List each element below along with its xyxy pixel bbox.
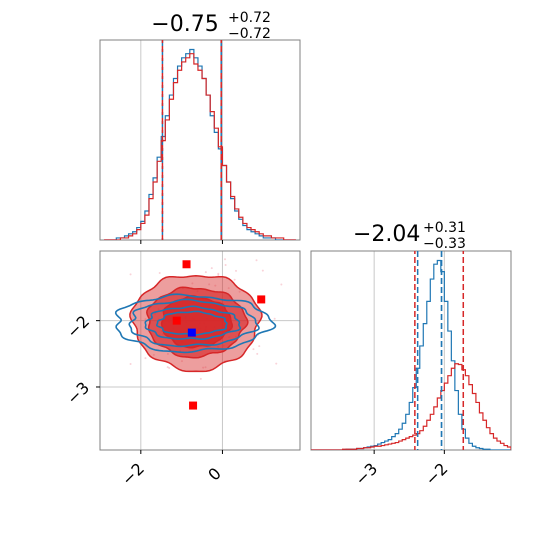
contour-blue-2 <box>144 305 242 340</box>
p2-xtick-label-1: 0 <box>204 464 225 485</box>
scatter-point <box>224 258 227 261</box>
scatter-point <box>204 271 207 274</box>
scatter-point <box>280 283 283 286</box>
scatter-point <box>255 259 258 262</box>
title-param1-value: −0.75 <box>151 12 218 37</box>
contour-blue-0 <box>114 293 277 354</box>
scatter-point <box>210 267 213 270</box>
scatter-point <box>202 366 205 369</box>
scatter-point <box>261 269 264 272</box>
p1-frame <box>99 39 301 241</box>
scatter-point <box>273 317 276 320</box>
scatter-point <box>144 357 147 360</box>
title-param1-upper: +0.72 <box>228 10 271 26</box>
p2-content <box>114 229 332 410</box>
scatter-point <box>180 360 183 363</box>
scatter-point <box>129 362 132 365</box>
scatter-point <box>275 362 278 365</box>
p3-hist-red <box>311 363 511 450</box>
marker-blue <box>187 328 196 337</box>
scatter-point <box>199 377 202 380</box>
scatter-point <box>227 287 230 290</box>
p1-lines <box>104 40 296 240</box>
title-param2-lower: −0.33 <box>423 236 466 252</box>
scatter-point <box>166 352 169 355</box>
marker-red-1 <box>257 295 266 304</box>
scatter-point <box>166 366 169 369</box>
scatter-point <box>217 272 220 275</box>
contour-blue-1 <box>128 298 260 348</box>
p2-xtick-label-0: −2 <box>118 459 148 489</box>
marker-red-0 <box>182 260 191 269</box>
scatter-point <box>168 366 171 369</box>
scatter-point <box>224 263 227 266</box>
scatter-contour-panel: −2 0 −2 −3 <box>63 229 332 489</box>
title-param2-upper: +0.31 <box>423 220 466 236</box>
scatter-point <box>191 282 194 285</box>
scatter-point <box>177 229 179 231</box>
scatter-point <box>152 353 155 356</box>
scatter-point <box>256 352 259 355</box>
p3-xtick-label-0: −3 <box>351 459 381 489</box>
scatter-point <box>233 278 236 281</box>
scatter-point <box>330 310 332 312</box>
title-param2-value: −2.04 <box>353 222 420 247</box>
p2-ytick-label-0: −2 <box>63 312 93 342</box>
scatter-point <box>258 345 261 348</box>
scatter-point <box>158 272 161 275</box>
p3-hist-blue <box>311 259 511 450</box>
p1-hist-red <box>104 53 296 240</box>
scatter-point <box>252 348 255 351</box>
title-param1: −0.75 <box>151 12 218 37</box>
histogram-param2: −3 −2 <box>310 250 512 489</box>
marker-red-2 <box>172 316 181 325</box>
scatter-point <box>208 283 211 286</box>
histogram-param1 <box>99 39 301 244</box>
p3-xtick-label-1: −2 <box>421 459 451 489</box>
p1-hist-blue <box>104 48 296 240</box>
scatter-point <box>144 318 147 321</box>
p2-frame <box>99 250 301 451</box>
scatter-point <box>214 284 217 287</box>
scatter-point <box>204 366 207 369</box>
p2-ytick-label-1: −3 <box>63 378 93 408</box>
scatter-point <box>129 273 132 276</box>
contour-blue-3 <box>156 310 228 336</box>
scatter-point <box>238 290 241 293</box>
marker-red-3 <box>189 401 198 410</box>
p3-lines <box>311 251 511 450</box>
title-param1-lower: −0.72 <box>228 26 271 42</box>
p3-frame <box>310 250 512 451</box>
scatter-point <box>235 269 238 272</box>
